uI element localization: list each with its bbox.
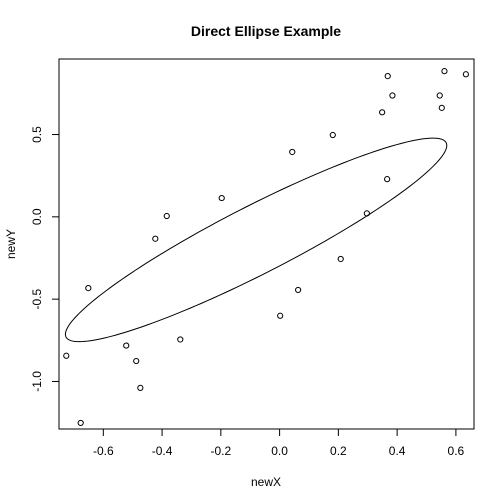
y-axis-label: newY [4,229,18,259]
data-point [385,73,390,78]
data-point [290,149,295,154]
data-point [86,286,91,291]
y-tick-label: 0.5 [30,126,44,143]
x-tick-label: -0.4 [152,444,173,458]
y-tick-label: 0.0 [30,208,44,225]
plot-frame [59,59,474,429]
data-point [442,69,447,74]
x-tick-label: -0.6 [93,444,114,458]
y-tick-label: -1.0 [30,371,44,392]
data-point [178,337,183,342]
data-point [138,385,143,390]
y-tick-label: -0.5 [30,288,44,309]
chart-title: Direct Ellipse Example [191,23,341,39]
data-point [134,358,139,363]
data-point [78,420,83,425]
fitted-ellipse [65,138,446,342]
data-point [380,110,385,115]
data-point [439,105,444,110]
data-point [64,353,69,358]
data-point [296,287,301,292]
y-axis: -1.0 -0.5 0.0 0.5 [30,126,59,392]
data-point [338,256,343,261]
x-tick-label: 0.2 [330,444,347,458]
data-point [153,236,158,241]
data-point [385,177,390,182]
x-tick-label: 0.4 [389,444,406,458]
data-point [278,313,283,318]
data-point [164,213,169,218]
data-points [64,69,469,426]
data-point [330,132,335,137]
data-point [437,93,442,98]
x-axis-label: newX [251,475,281,489]
data-point [219,195,224,200]
x-tick-label: -0.2 [210,444,231,458]
x-axis: -0.6 -0.4 -0.2 0.0 0.2 0.4 0.6 [93,429,465,458]
data-point [463,72,468,77]
data-point [124,343,129,348]
data-point [390,93,395,98]
x-tick-label: 0.6 [448,444,465,458]
data-point [364,211,369,216]
x-tick-label: 0.0 [271,444,288,458]
